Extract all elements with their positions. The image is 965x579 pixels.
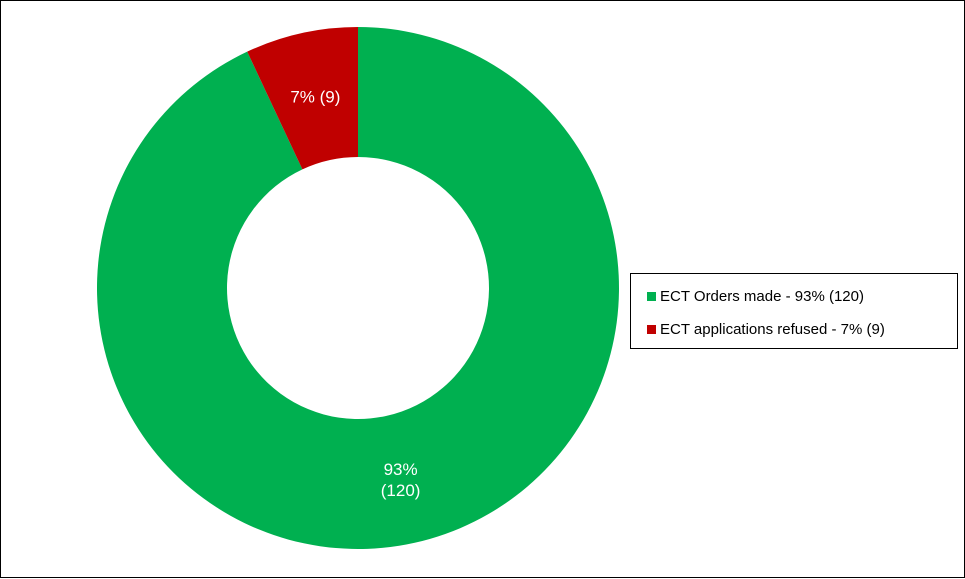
legend-item-applications-refused: ECT applications refused - 7% (9) — [647, 320, 957, 339]
slice-label-orders-made: 93% (120) — [381, 460, 421, 500]
legend-item-orders-made: ECT Orders made - 93% (120) — [647, 287, 957, 306]
legend-label-applications-refused: ECT applications refused - 7% (9) — [660, 321, 885, 338]
slice-applications-refused — [247, 27, 358, 170]
legend-swatch-applications-refused — [647, 325, 656, 334]
slice-label-applications-refused: 7% (9) — [290, 88, 340, 107]
slice-orders-made — [96, 27, 619, 549]
legend: ECT Orders made - 93% (120) ECT applicat… — [630, 273, 958, 349]
legend-label-orders-made: ECT Orders made - 93% (120) — [660, 288, 864, 305]
legend-swatch-orders-made — [647, 292, 656, 301]
